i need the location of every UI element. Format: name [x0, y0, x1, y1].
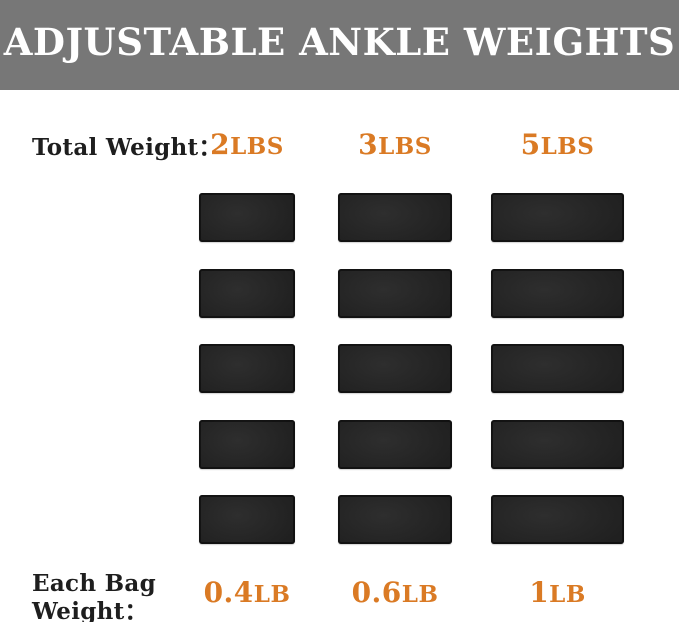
weight-bag	[338, 495, 452, 544]
page-title: ADJUSTABLE ANKLE WEIGHTS	[3, 19, 676, 64]
weight-bag	[491, 344, 624, 393]
total-weight-value-col2: 3LBS	[338, 129, 452, 165]
each-bag-weight-unit: LB	[549, 581, 586, 608]
bag-column-3	[491, 193, 624, 544]
total-weight-unit: LBS	[540, 133, 595, 160]
weight-bag	[199, 193, 295, 242]
total-weight-value-col3: 5LBS	[491, 129, 624, 165]
each-bag-weight-value-col3: 1LB	[491, 577, 624, 613]
total-weight-label: Total Weight：	[32, 134, 222, 161]
each-bag-weight-number: 0.4	[203, 576, 254, 609]
header-banner: ADJUSTABLE ANKLE WEIGHTS	[0, 0, 679, 90]
each-bag-weight-value-col1: 0.4LB	[199, 577, 295, 613]
each-bag-weight-unit: LB	[253, 581, 291, 608]
weight-bag	[491, 268, 624, 318]
each-bag-weight-value-col2: 0.6LB	[338, 577, 452, 613]
each-bag-weight-label: Each Bag Weight：	[32, 570, 156, 622]
total-weight-value-col1: 2LBS	[199, 129, 295, 165]
weight-bag	[199, 495, 295, 544]
each-bag-weight-unit: LB	[401, 581, 439, 608]
bag-column-2	[338, 193, 452, 544]
each-bag-weight-label-line2: Weight：	[32, 598, 148, 622]
total-weight-number: 2	[210, 128, 231, 161]
total-weight-unit: LBS	[378, 133, 432, 160]
weight-bag	[338, 268, 452, 318]
weight-bag	[491, 419, 624, 469]
weight-bag	[491, 495, 624, 544]
weight-bag	[199, 268, 295, 318]
total-weight-number: 5	[520, 128, 541, 161]
each-bag-weight-number: 1	[529, 576, 550, 609]
weight-bag	[491, 193, 624, 242]
total-weight-unit: LBS	[230, 133, 284, 160]
weight-bag	[338, 193, 452, 242]
weight-bag	[338, 419, 452, 469]
total-weight-number: 3	[358, 128, 379, 161]
each-bag-weight-number: 0.6	[351, 576, 402, 609]
weight-bag	[199, 344, 295, 393]
bag-column-1	[199, 193, 295, 544]
weight-bag	[199, 419, 295, 469]
weight-bag	[338, 344, 452, 393]
each-bag-weight-label-line1: Each Bag	[32, 570, 156, 597]
